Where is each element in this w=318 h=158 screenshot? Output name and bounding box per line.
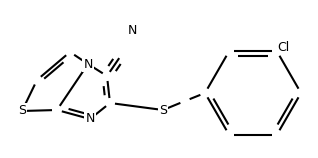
Text: S: S [159, 103, 167, 116]
Text: N: N [83, 58, 93, 70]
Text: S: S [18, 104, 26, 118]
Text: N: N [85, 112, 95, 125]
Text: N: N [127, 24, 137, 36]
Text: Cl: Cl [277, 41, 289, 54]
